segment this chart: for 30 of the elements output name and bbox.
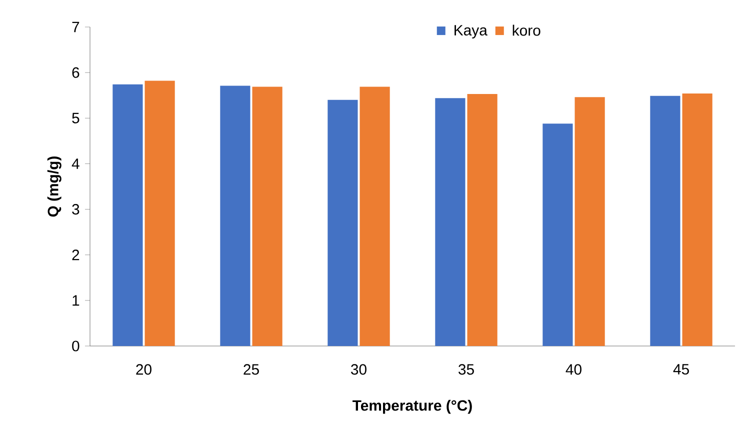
bar [252,86,282,346]
y-tick-label: 4 [72,158,80,169]
bar [467,94,498,346]
y-tick-label: 1 [72,295,80,306]
y-tick-label: 2 [72,250,80,260]
y-axis-title: Q (mg/g) [47,156,62,217]
y-tick-label: 6 [72,67,80,78]
x-tick-label: 30 [351,364,366,375]
legend-label: koro [512,24,540,36]
legend-label: Kaya [454,25,488,38]
bar [328,100,358,346]
y-tick-label: 0 [72,340,80,352]
bar [112,84,143,346]
bar [542,124,573,346]
bar [360,86,390,346]
bar [682,94,712,346]
bar [144,80,175,346]
bar [435,98,466,346]
x-tick-label: 25 [244,364,259,375]
x-axis-title: Temperature (°C) [352,400,472,414]
x-tick-label: 40 [566,364,582,375]
y-tick-label: 3 [72,204,80,215]
x-tick-label: 45 [673,364,689,375]
x-tick-label: 35 [458,364,474,375]
bar [574,97,605,346]
y-tick-label: 5 [72,112,80,124]
y-tick-label: 7 [72,22,80,32]
bar [220,86,250,346]
bar [650,96,680,346]
x-tick-label: 20 [136,364,152,375]
